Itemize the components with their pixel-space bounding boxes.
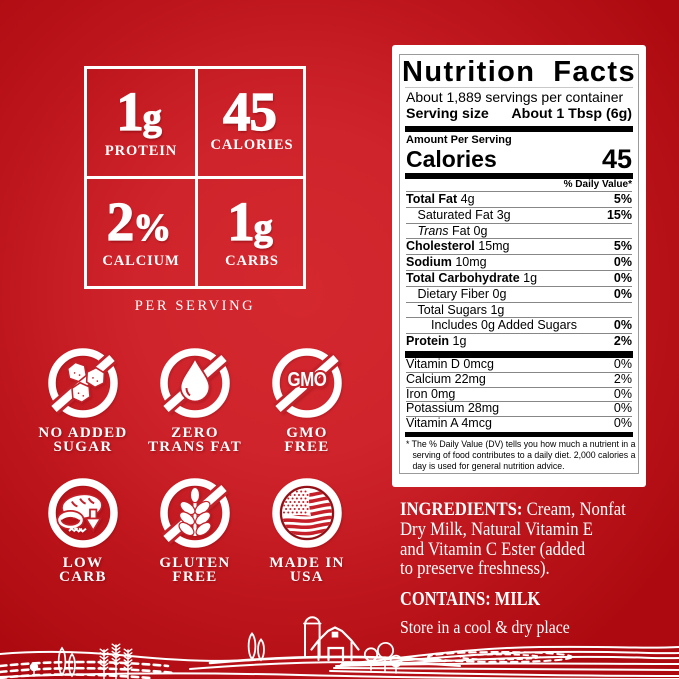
svg-text:GMO: GMO: [288, 367, 327, 390]
